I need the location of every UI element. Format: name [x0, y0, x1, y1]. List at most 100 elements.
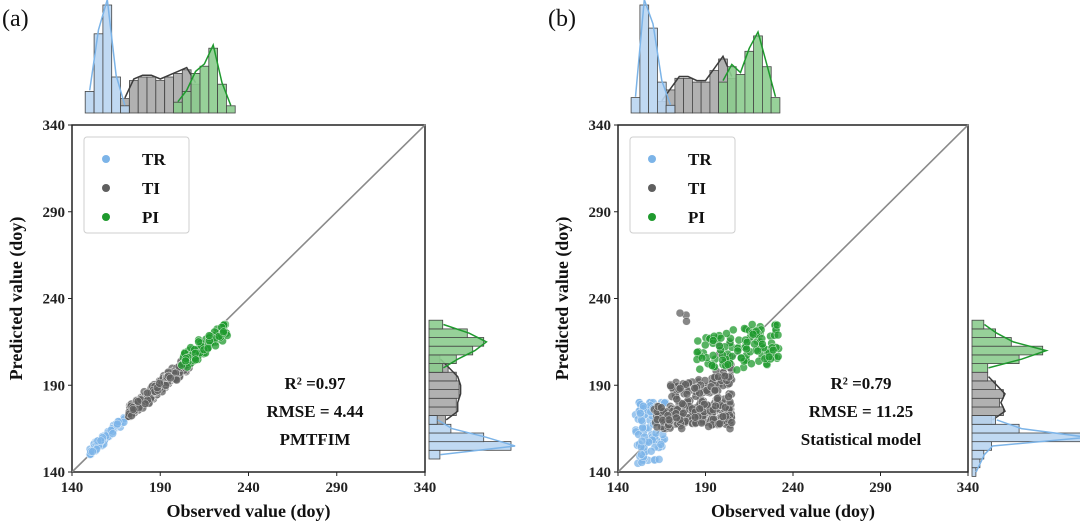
panel-b-y-ticks: 140190240290340 [589, 118, 619, 481]
point-ti [166, 374, 174, 382]
hist-x-bar-ti [147, 77, 156, 113]
point-ti [156, 379, 164, 387]
panel-a-label: (a) [2, 6, 29, 32]
panel-b-y-axis-label: Predicted value (doy) [552, 217, 573, 381]
point-tr [655, 455, 663, 463]
panel-b-points [632, 309, 783, 467]
panel-b-marginal-x-histogram [631, 0, 780, 113]
point-pi [195, 338, 203, 346]
point-pi [696, 365, 704, 373]
x-tick-label: 190 [149, 480, 172, 496]
point-pi [204, 344, 212, 352]
point-ti [653, 423, 661, 431]
hist-y-bar-pi [429, 338, 484, 347]
point-ti [679, 409, 687, 417]
hist-y-bar-pi [972, 364, 988, 373]
panel-a-x-axis-label: Observed value (doy) [167, 501, 331, 522]
x-tick-label: 290 [869, 480, 892, 496]
point-pi [758, 340, 766, 348]
point-pi [205, 332, 213, 340]
panel-b-legend: TR TI PI [630, 137, 735, 233]
point-tr [97, 437, 105, 445]
panel-a-legend-label-ti: TI [142, 179, 160, 198]
point-pi [747, 360, 755, 368]
x-tick-label: 190 [694, 480, 717, 496]
x-tick-label: 240 [237, 480, 260, 496]
hist-x-bar-pi [736, 74, 745, 113]
panel-a-marginal-y-histogram [429, 320, 515, 459]
point-ti [728, 419, 736, 427]
point-tr [109, 430, 117, 438]
hist-x-bar-pi [745, 51, 754, 113]
point-pi [708, 362, 716, 370]
panel-b-label: (b) [548, 6, 576, 32]
point-ti [713, 395, 721, 403]
point-tr [657, 440, 665, 448]
panel-b-model-name: Statistical model [801, 430, 922, 449]
x-tick-label: 340 [414, 480, 437, 496]
hist-y-bar-ti [972, 381, 996, 390]
panel-a-legend: TR TI PI [84, 137, 189, 233]
point-ti [716, 420, 724, 428]
hist-x-bar-ti [156, 81, 165, 113]
point-pi [733, 366, 741, 374]
panel-a: (a) 140 190 240 290 340 140 190 240 290 340 Obse… [2, 0, 515, 522]
hist-y-bar-tr [429, 416, 437, 425]
point-pi [743, 345, 751, 353]
hist-y-bar-ti [429, 381, 459, 390]
hist-x-bar-pi [200, 66, 209, 113]
y-tick-label: 340 [589, 118, 612, 134]
y-tick-label: 340 [43, 118, 66, 134]
hist-x-bar-ti [138, 77, 147, 113]
point-pi [694, 337, 702, 345]
hist-x-bar-ti [710, 71, 719, 113]
hist-y-bar-tr [972, 416, 996, 425]
point-ti [676, 384, 684, 392]
y-tick-label: 290 [43, 205, 66, 221]
point-ti [672, 414, 680, 422]
point-pi [765, 353, 773, 361]
point-ti [673, 395, 681, 403]
point-ti [691, 413, 699, 421]
point-pi [769, 346, 777, 354]
point-pi [750, 340, 758, 348]
hist-x-bar-pi [719, 82, 728, 113]
x-tick-label: 290 [326, 480, 349, 496]
hist-x-bar-ti [701, 82, 710, 113]
panel-a-x-ticks: 140 190 240 290 340 [61, 472, 437, 496]
point-pi [192, 356, 200, 364]
hist-x-bar-tr [631, 98, 640, 113]
panel-b-legend-marker-tr [648, 155, 656, 163]
point-pi [701, 341, 709, 349]
hist-y-bar-pi [972, 338, 1011, 347]
hist-x-bar-ti [165, 77, 174, 113]
point-ti [678, 425, 686, 433]
panel-b-legend-marker-pi [648, 213, 656, 221]
hist-y-bar-tr [972, 450, 984, 459]
point-pi [774, 331, 782, 339]
point-ti [725, 393, 733, 401]
hist-x-bar-ti [692, 82, 701, 113]
panel-b-legend-label-ti: TI [688, 179, 706, 198]
point-pi [737, 354, 745, 362]
hist-x-bar-pi [754, 36, 763, 113]
hist-x-bar-pi [226, 106, 235, 113]
point-tr [647, 447, 655, 455]
panel-a-legend-box [84, 137, 189, 233]
x-tick-label: 140 [607, 480, 630, 496]
point-pi [774, 353, 782, 361]
hist-x-bar-tr [657, 82, 666, 113]
point-ti [683, 390, 691, 398]
point-pi [220, 328, 228, 336]
panel-b-x-ticks: 140 190 240 290 340 [607, 472, 980, 496]
panel-a-y-axis-label: Predicted value (doy) [6, 217, 27, 381]
hist-y-bar-ti [429, 398, 456, 407]
point-pi [717, 334, 725, 342]
point-tr [89, 448, 97, 456]
hist-x-bar-ti [684, 78, 693, 113]
hist-y-bar-tr [972, 442, 992, 451]
x-tick-label: 140 [61, 480, 84, 496]
hist-y-bar-ti [429, 407, 456, 416]
hist-y-bar-ti [972, 372, 988, 381]
hist-y-bar-pi [429, 364, 443, 373]
